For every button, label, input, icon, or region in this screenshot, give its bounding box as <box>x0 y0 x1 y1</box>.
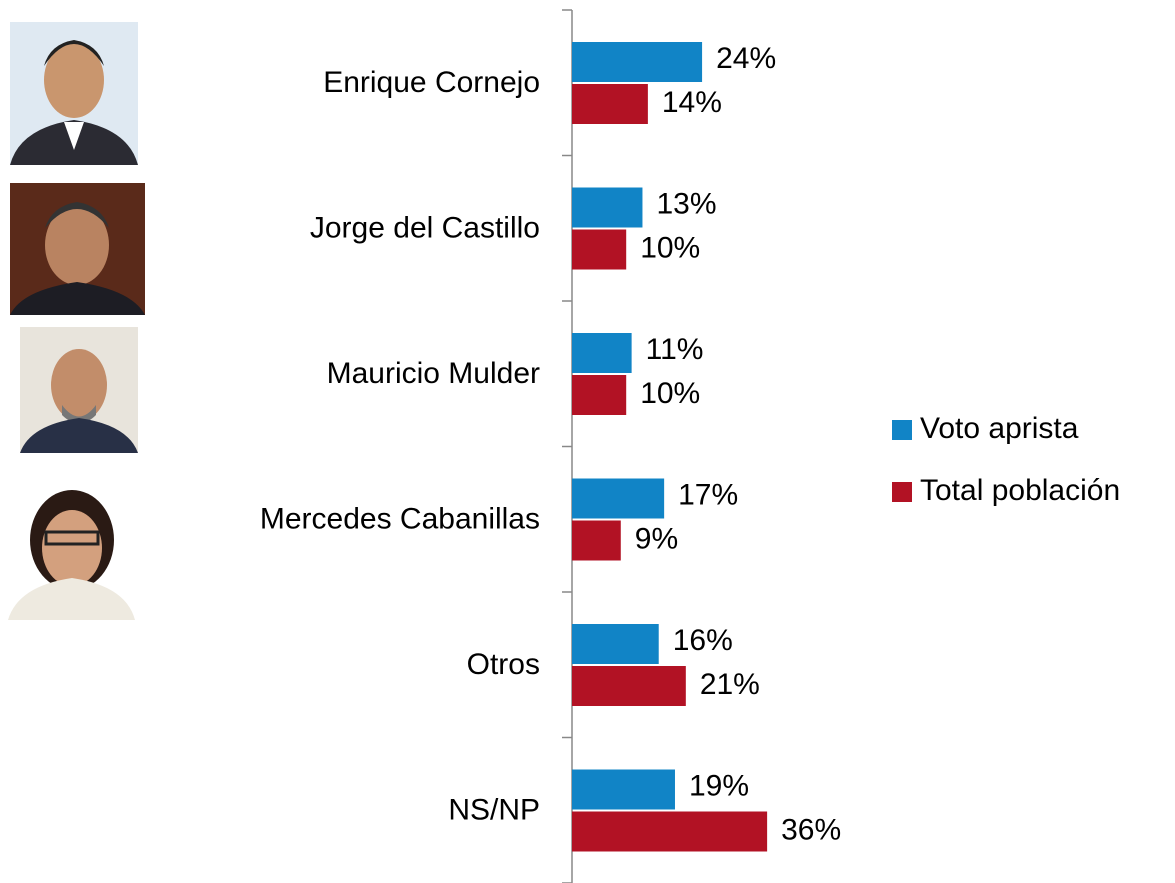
legend-label: Voto aprista <box>920 412 1079 445</box>
legend-label: Total población <box>920 474 1120 507</box>
legend-swatch <box>892 482 912 502</box>
bar <box>572 188 642 228</box>
bar <box>572 333 632 373</box>
bar <box>572 42 702 82</box>
value-label: 11% <box>646 333 704 366</box>
category-label: Mercedes Cabanillas <box>260 502 540 535</box>
value-label: 10% <box>640 231 700 264</box>
chart: Enrique Cornejo 24% 14% Jorge del Castillo 1… <box>0 0 1175 883</box>
category-label: Enrique Cornejo <box>323 66 540 99</box>
photo <box>10 22 138 165</box>
photos <box>8 22 145 620</box>
bar <box>572 666 686 706</box>
bar <box>572 521 621 561</box>
legend-swatch <box>892 420 912 440</box>
category-label: Mauricio Mulder <box>327 357 540 390</box>
value-label: 19% <box>689 769 749 802</box>
bar <box>572 230 626 270</box>
value-label: 9% <box>635 522 678 555</box>
value-label: 14% <box>662 86 722 119</box>
category-label: NS/NP <box>448 793 540 826</box>
bar <box>572 812 767 852</box>
value-label: 13% <box>656 187 716 220</box>
category-label: Jorge del Castillo <box>310 211 540 244</box>
page: Enrique Cornejo 24% 14% Jorge del Castillo 1… <box>0 0 1175 883</box>
value-label: 16% <box>673 624 733 657</box>
bar <box>572 624 659 664</box>
value-label: 10% <box>640 377 700 410</box>
value-label: 24% <box>716 42 776 75</box>
category-label: Otros <box>467 648 540 681</box>
value-label: 21% <box>700 668 760 701</box>
photo <box>20 327 138 453</box>
bar <box>572 770 675 810</box>
photo <box>8 490 135 620</box>
value-label: 17% <box>678 478 738 511</box>
bar <box>572 479 664 519</box>
bar <box>572 84 648 124</box>
bar <box>572 375 626 415</box>
photo <box>10 183 145 315</box>
value-label: 36% <box>781 813 841 846</box>
